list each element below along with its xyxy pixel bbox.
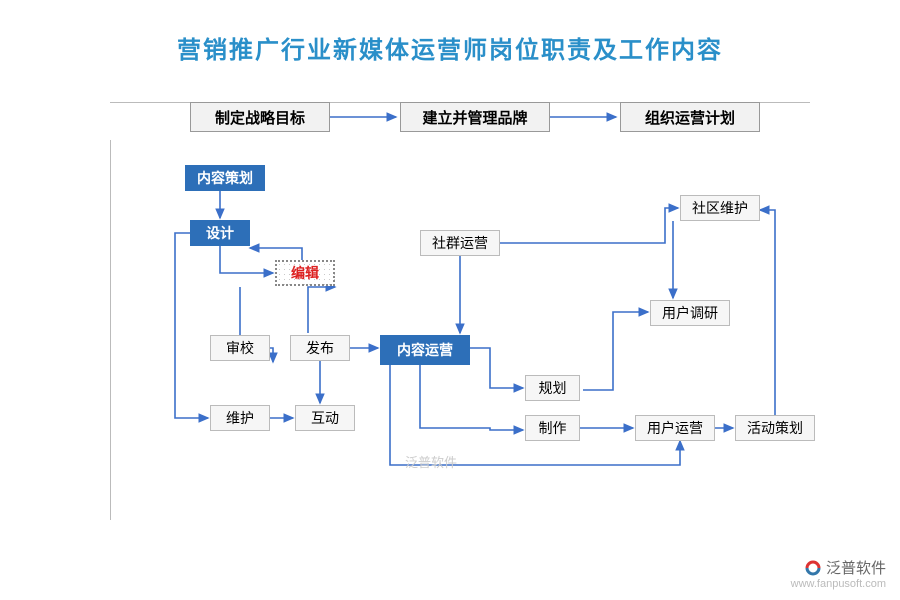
node-planning: 规划 bbox=[525, 375, 580, 401]
node-interact: 互动 bbox=[295, 405, 355, 431]
node-publish: 发布 bbox=[290, 335, 350, 361]
top-step-2: 组织运营计划 bbox=[620, 102, 760, 132]
brand-footer: 泛普软件 www.fanpusoft.com bbox=[791, 557, 886, 590]
arrow-11 bbox=[420, 365, 523, 430]
arrow-17 bbox=[760, 210, 775, 415]
diagram-canvas: 内容策划设计编辑审校发布 内容运营维护互动 社群运营 社区维护用户调研规划制作 用户运营… bbox=[110, 90, 810, 520]
arrow-20 bbox=[250, 248, 302, 260]
node-edit: 编辑 bbox=[275, 260, 335, 286]
node-review: 审校 bbox=[210, 335, 270, 361]
node-community: 社群运营 bbox=[420, 230, 500, 256]
node-maintain: 维护 bbox=[210, 405, 270, 431]
arrow-14 bbox=[583, 312, 648, 390]
title-text: 营销推广行业新媒体运营师岗位职责及工作内容 bbox=[177, 37, 723, 64]
arrow-19 bbox=[308, 287, 335, 333]
node-userOps: 用户运营 bbox=[635, 415, 715, 441]
node-research: 用户调研 bbox=[650, 300, 730, 326]
node-design: 设计 bbox=[190, 220, 250, 246]
top-step-0: 制定战略目标 bbox=[190, 102, 330, 132]
brand-name: 泛普软件 bbox=[826, 557, 886, 578]
watermark-center: 泛普软件 bbox=[405, 452, 457, 471]
node-commMaint: 社区维护 bbox=[680, 195, 760, 221]
arrow-12 bbox=[500, 208, 678, 243]
arrow-3 bbox=[220, 246, 273, 273]
side-rule bbox=[110, 140, 111, 520]
arrow-10 bbox=[470, 348, 523, 388]
brand-icon bbox=[804, 559, 822, 577]
page-title: 营销推广行业新媒体运营师岗位职责及工作内容 bbox=[0, 0, 900, 65]
node-activity: 活动策划 bbox=[735, 415, 815, 441]
top-step-1: 建立并管理品牌 bbox=[400, 102, 550, 132]
node-content: 内容运营 bbox=[380, 335, 470, 365]
node-plan: 内容策划 bbox=[185, 165, 265, 191]
brand-url: www.fanpusoft.com bbox=[791, 578, 886, 590]
node-produce: 制作 bbox=[525, 415, 580, 441]
arrow-4 bbox=[175, 233, 208, 418]
